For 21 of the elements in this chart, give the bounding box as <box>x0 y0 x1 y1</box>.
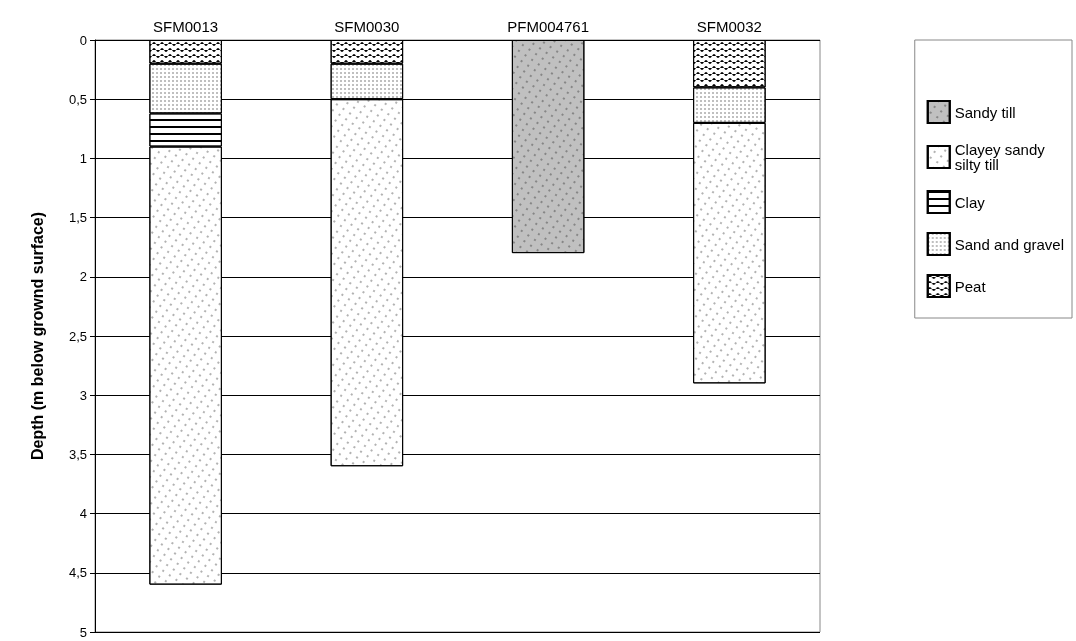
y-tick-label: 1,5 <box>68 210 87 226</box>
x-tick-label: SFM0013 <box>153 18 219 35</box>
y-tick-label: 2,5 <box>68 328 87 344</box>
x-tick-label: SFM0032 <box>696 18 762 35</box>
y-tick-label: 5 <box>79 624 87 640</box>
legend-label: Peat <box>954 277 987 295</box>
y-tick-label: 4,5 <box>68 565 87 581</box>
x-tick-label: PFM004761 <box>507 18 589 35</box>
x-tick-label: SFM0030 <box>334 18 400 35</box>
y-tick-label: 4 <box>79 506 87 522</box>
y-tick-label: 2 <box>79 269 87 285</box>
y-tick-label: 3,5 <box>68 446 87 462</box>
legend-label: Sand and gravel <box>954 235 1064 253</box>
legend-label: Clay <box>954 193 986 211</box>
y-axis-title: Depth (m below grownd surface) <box>28 211 46 461</box>
y-tick-label: 3 <box>79 387 87 403</box>
legend-label: Clayey sandy silty till <box>954 141 1049 173</box>
legend-label: Sandy till <box>954 103 1016 121</box>
y-tick-label: 1 <box>79 150 87 166</box>
y-tick-label: 0,5 <box>68 91 87 107</box>
y-tick-label: 0 <box>79 32 87 48</box>
